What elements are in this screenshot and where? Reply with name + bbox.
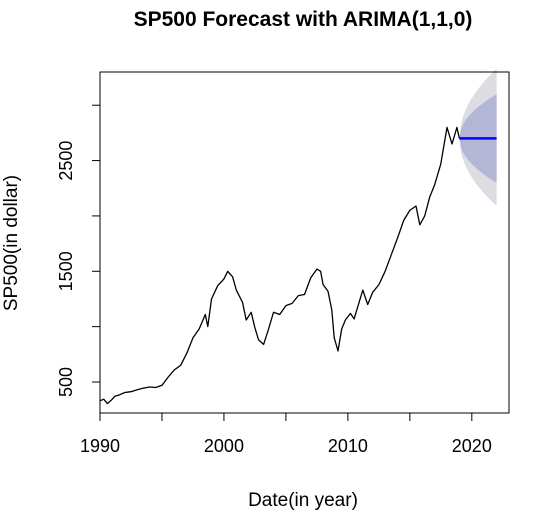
x-axis-ticks: 1990 2000 2010 2020 bbox=[80, 413, 492, 456]
y-axis-ticks: 500 1500 2500 bbox=[56, 105, 100, 397]
y-tick-label: 2500 bbox=[56, 141, 76, 181]
y-tick-label: 1500 bbox=[56, 251, 76, 291]
y-tick-label: 500 bbox=[56, 367, 76, 397]
sp500-line bbox=[100, 127, 459, 403]
series-lines bbox=[100, 127, 497, 403]
x-tick-label: 1990 bbox=[80, 436, 120, 456]
x-axis-label: Date(in year) bbox=[0, 490, 541, 512]
y-axis-label: SP500(in dollar) bbox=[1, 175, 23, 311]
x-tick-label: 2000 bbox=[204, 436, 244, 456]
plot-frame bbox=[100, 72, 509, 413]
x-tick-label: 2010 bbox=[328, 436, 368, 456]
x-tick-label: 2020 bbox=[452, 436, 492, 456]
